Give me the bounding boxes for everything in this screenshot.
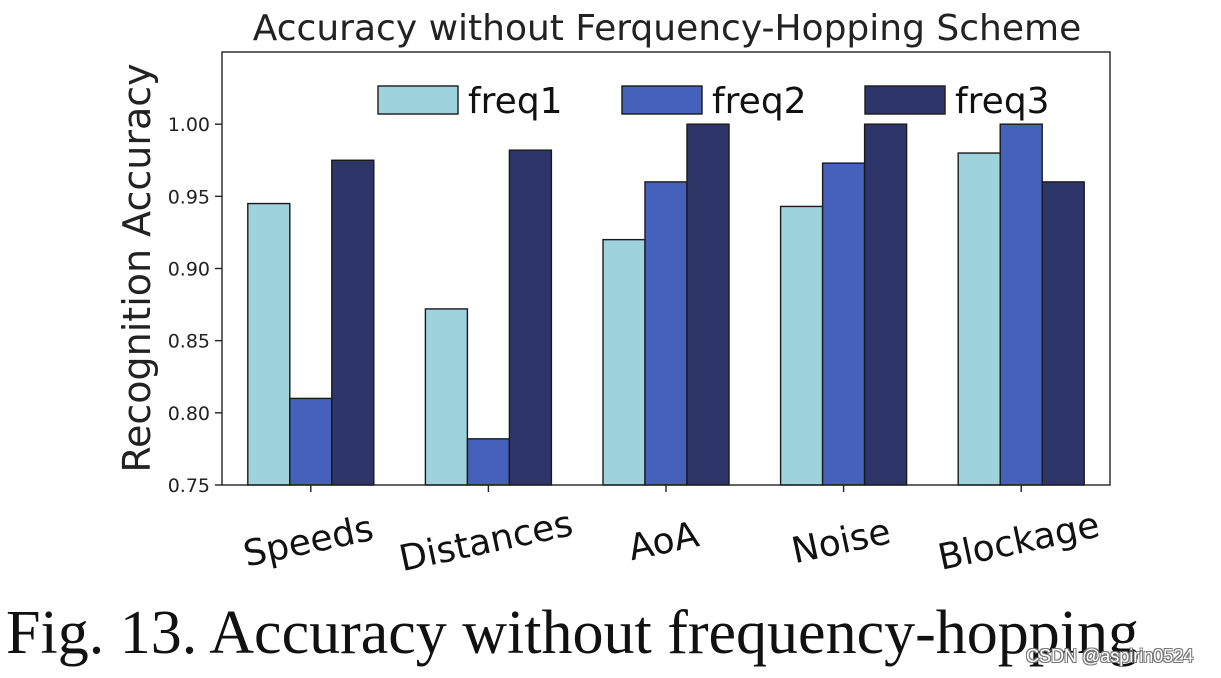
bar-freq1-aoa <box>602 238 646 486</box>
figure-caption: Fig. 13. Accuracy without frequency-hopp… <box>6 599 1139 667</box>
y-tick-label: 0.95 <box>168 186 210 208</box>
x-tick-label-blockage: Blockage <box>934 505 1103 579</box>
x-axis: Speeds Distances AoA Noise Blockage <box>240 485 1103 580</box>
bar-freq3-distances <box>508 149 553 486</box>
legend: freq1 freq2 freq3 <box>377 81 1050 122</box>
y-tick-label: 0.85 <box>168 331 210 353</box>
bar-freq1-noise <box>779 205 824 486</box>
bar-freq2-aoa <box>644 181 688 486</box>
y-axis-label: Recognition Accuracy <box>115 63 159 472</box>
bar-freq1-blockage <box>957 152 1001 486</box>
bar-freq1-speeds <box>247 202 291 486</box>
bar-freq2-distances <box>466 438 511 486</box>
legend-label-freq3: freq3 <box>955 81 1050 122</box>
plot-area <box>221 51 1111 486</box>
watermark: CSDN @aspirin0524 <box>1026 646 1194 666</box>
bar-freq3-aoa <box>686 123 730 486</box>
bar-freq3-speeds <box>331 159 375 486</box>
legend-label-freq2: freq2 <box>712 81 807 122</box>
x-tick-label-aoa: AoA <box>625 514 703 569</box>
bar-freq3-blockage <box>1041 181 1085 486</box>
bar-freq1-distances <box>424 308 469 486</box>
legend-swatch-freq3 <box>864 85 946 115</box>
x-tick-label-speeds: Speeds <box>240 508 377 575</box>
bar-chart: Accuracy without Ferquency-Hopping Schem… <box>115 8 1111 580</box>
x-tick-label-distances: Distances <box>396 503 577 580</box>
legend-swatch-freq1 <box>377 85 459 115</box>
y-tick-label: 0.75 <box>168 475 210 497</box>
bar-freq2-blockage <box>999 123 1043 486</box>
legend-swatch-freq2 <box>621 85 703 115</box>
y-tick-label: 1.00 <box>168 114 210 136</box>
bar-freq2-speeds <box>289 397 333 486</box>
legend-label-freq1: freq1 <box>468 81 563 122</box>
y-tick-label: 0.90 <box>168 259 210 281</box>
y-tick-label: 0.80 <box>168 403 210 425</box>
bar-freq3-noise <box>863 123 908 486</box>
y-axis: 0.75 0.80 0.85 0.90 0.95 1.00 <box>168 114 222 497</box>
x-tick-label-noise: Noise <box>788 511 894 572</box>
bar-freq2-noise <box>821 162 866 486</box>
chart-title: Accuracy without Ferquency-Hopping Schem… <box>253 8 1081 49</box>
